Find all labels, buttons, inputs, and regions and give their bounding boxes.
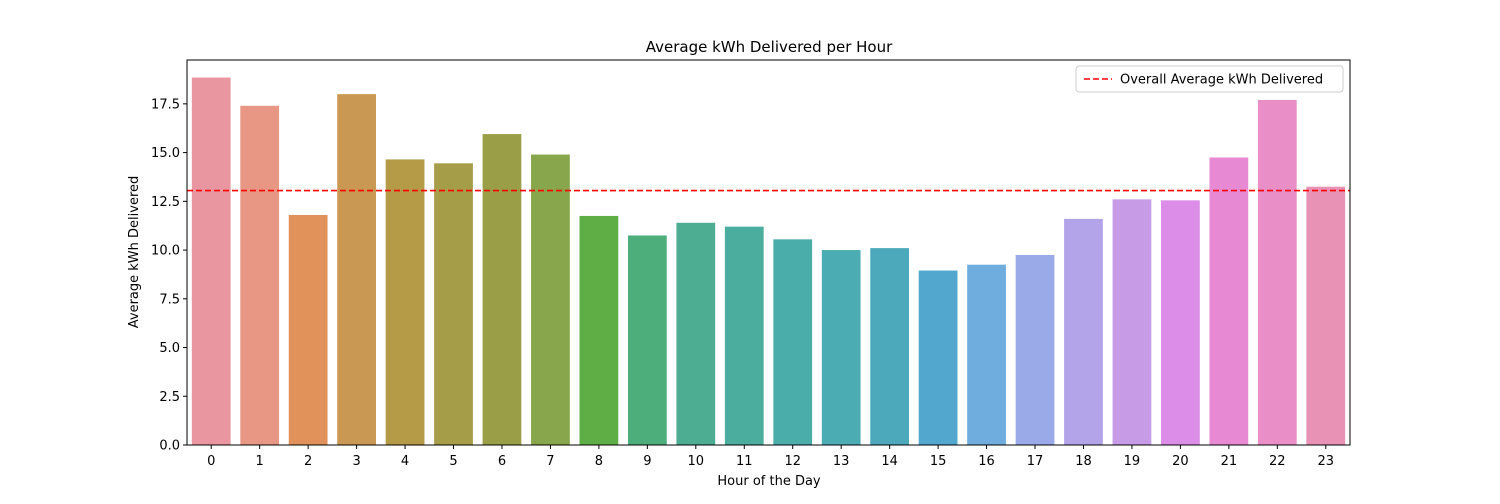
x-tick-label: 14 [881, 454, 898, 469]
x-tick-label: 1 [256, 454, 264, 469]
x-tick-label: 18 [1075, 454, 1092, 469]
plot-frame [186, 59, 1351, 446]
x-tick-label: 13 [833, 454, 850, 469]
y-tick-label: 12.5 [151, 195, 180, 210]
x-tick-label: 8 [595, 454, 603, 469]
x-tick-label: 23 [1317, 454, 1334, 469]
x-axis-label: Hour of the Day [717, 474, 821, 489]
bar-hour-23 [1306, 186, 1346, 445]
x-tick-label: 10 [688, 454, 705, 469]
y-tick-label: 7.5 [159, 292, 180, 307]
bar-hour-8 [579, 215, 619, 445]
x-tick-label: 3 [352, 454, 360, 469]
y-tick-label: 10.0 [151, 244, 180, 259]
bar-hour-1 [240, 105, 280, 446]
bar-hour-16 [967, 264, 1006, 445]
bar-hour-10 [676, 222, 716, 445]
bars-group [191, 77, 1346, 446]
x-tick-label: 5 [449, 454, 457, 469]
x-tick-label: 2 [304, 454, 312, 469]
bar-hour-14 [870, 248, 910, 445]
x-tick-label: 12 [784, 454, 801, 469]
y-tick-label: 15.0 [151, 146, 180, 161]
legend-label: Overall Average kWh Delivered [1120, 73, 1323, 88]
bar-hour-22 [1257, 99, 1297, 445]
bar-hour-21 [1209, 157, 1249, 445]
bar-hour-11 [724, 226, 764, 445]
bar-hour-13 [821, 250, 861, 445]
bar-hour-5 [434, 163, 473, 445]
y-tick-label: 0.0 [159, 439, 180, 454]
x-tick-label: 16 [978, 454, 995, 469]
x-tick-label: 4 [401, 454, 409, 469]
bar-hour-19 [1112, 199, 1152, 445]
x-tick-label: 9 [643, 454, 651, 469]
x-axis: 0 1 2 3 4 5 6 7 8 9 10 11 12 13 14 15 16 17 18 19 20 21 22 23 [207, 445, 1334, 469]
y-axis: 0.0 2.5 5.0 7.5 10.0 12.5 15.0 17.5 [151, 97, 187, 454]
y-tick-label: 5.0 [159, 341, 180, 356]
bar-hour-15 [918, 270, 958, 445]
x-tick-label: 17 [1027, 454, 1044, 469]
bar-hour-12 [773, 239, 813, 445]
bar-hour-0 [191, 77, 231, 445]
x-tick-label: 11 [736, 454, 753, 469]
x-tick-label: 6 [498, 454, 506, 469]
x-tick-label: 22 [1269, 454, 1286, 469]
x-tick-label: 7 [546, 454, 554, 469]
bar-hour-9 [627, 235, 667, 445]
y-tick-label: 17.5 [151, 97, 180, 112]
bar-hour-20 [1161, 200, 1200, 445]
bar-hour-6 [482, 134, 522, 446]
x-tick-label: 21 [1221, 454, 1238, 469]
bar-hour-7 [531, 154, 570, 445]
y-tick-label: 2.5 [159, 390, 180, 405]
bar-hour-2 [288, 214, 328, 445]
x-tick-label: 15 [930, 454, 947, 469]
bar-hour-18 [1064, 218, 1103, 445]
bar-hour-17 [1015, 254, 1055, 445]
chart-title: Average kWh Delivered per Hour [646, 38, 893, 56]
legend: Overall Average kWh Delivered [1075, 65, 1344, 93]
y-axis-label: Average kWh Delivered [127, 176, 142, 329]
legend-box [1075, 65, 1344, 93]
x-tick-label: 0 [207, 454, 215, 469]
bar-hour-3 [337, 94, 376, 445]
x-tick-label: 20 [1172, 454, 1189, 469]
x-tick-label: 19 [1124, 454, 1141, 469]
bar-hour-4 [385, 159, 425, 445]
